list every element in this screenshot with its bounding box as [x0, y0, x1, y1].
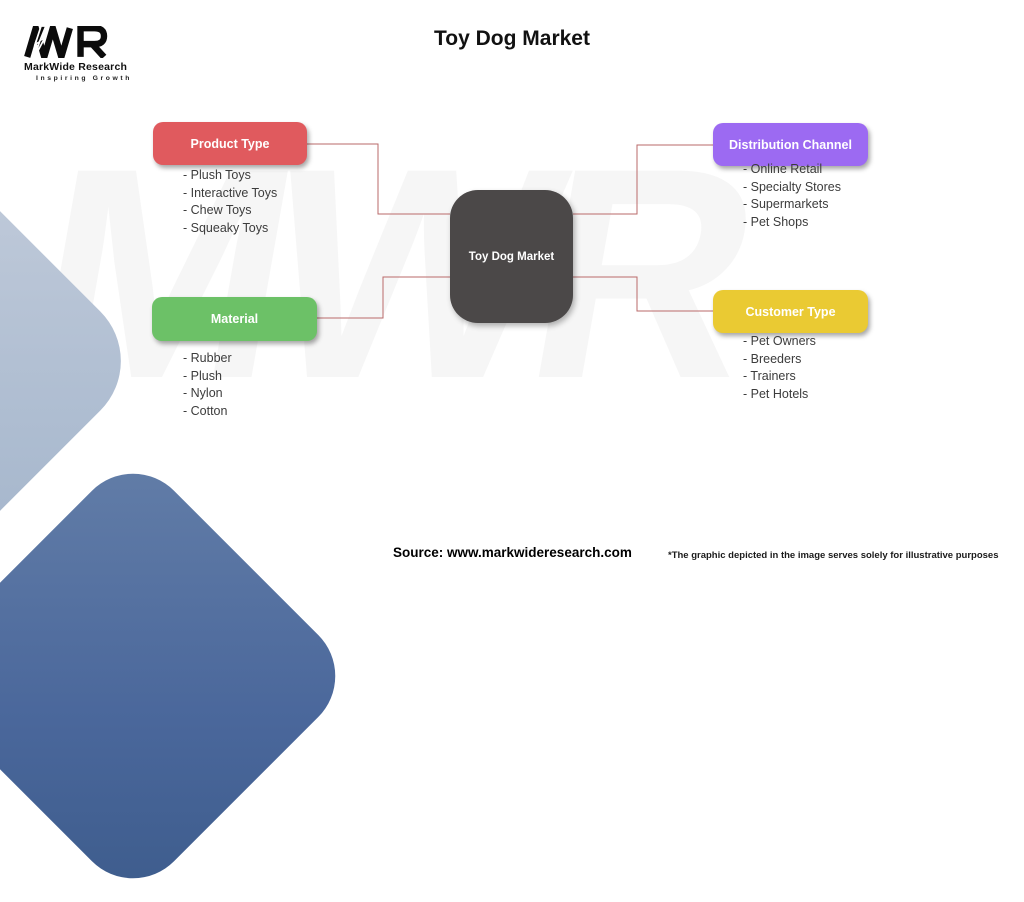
node-product-type-label: Product Type [190, 136, 270, 151]
list-item: - Cotton [183, 403, 228, 418]
list-item: - Nylon [183, 386, 223, 401]
product-type-item-list: - Plush Toys - Interactive Toys - Chew T… [183, 167, 277, 237]
list-item: - Chew Toys [183, 203, 252, 218]
page-title: Toy Dog Market [434, 27, 590, 50]
node-product-type: Product Type [153, 122, 307, 165]
list-item: - Online Retail [743, 162, 823, 176]
deco-diamond-dark [0, 449, 360, 902]
list-item: - Breeders [743, 351, 802, 366]
list-item: - Rubber [183, 351, 232, 365]
list-item: - Plush Toys [183, 168, 251, 182]
distribution-channel-item-list: - Online Retail - Specialty Stores - Sup… [743, 161, 841, 231]
node-material: Material [152, 297, 317, 341]
node-material-label: Material [210, 312, 259, 326]
brand-tagline: Inspiring Growth [36, 75, 132, 82]
list-item: - Pet Hotels [743, 386, 809, 401]
list-item: - Squeaky Toys [183, 220, 269, 235]
list-item: - Pet Owners [743, 334, 816, 348]
center-node-label: Toy Dog Market [468, 250, 555, 263]
list-item: - Specialty Stores [743, 179, 841, 194]
material-item-list: - Rubber - Plush - Nylon - Cotton [183, 350, 232, 420]
customer-type-item-list: - Pet Owners - Breeders - Trainers - Pet… [743, 333, 816, 403]
node-distribution-channel: Distribution Channel [713, 123, 868, 166]
mwr-logo-icon [24, 26, 108, 58]
source-text: Source: www.markwideresearch.com [393, 545, 632, 560]
list-item: - Supermarkets [743, 197, 829, 212]
node-customer-type: Customer Type [713, 290, 868, 333]
list-item: - Plush [183, 368, 222, 383]
center-node: Toy Dog Market [450, 190, 573, 323]
brand-name: MarkWide Research [24, 61, 128, 73]
node-customer-type-label: Customer Type [745, 304, 836, 319]
disclaimer-text: *The graphic depicted in the image serve… [668, 550, 999, 561]
brand-watermark: MWR [10, 105, 766, 441]
list-item: - Trainers [743, 369, 796, 384]
brand-logo: MarkWide Research Inspiring Growth [24, 26, 144, 82]
node-distribution-channel-label: Distribution Channel [729, 137, 852, 152]
list-item: - Pet Shops [743, 214, 809, 229]
list-item: - Interactive Toys [183, 185, 278, 200]
